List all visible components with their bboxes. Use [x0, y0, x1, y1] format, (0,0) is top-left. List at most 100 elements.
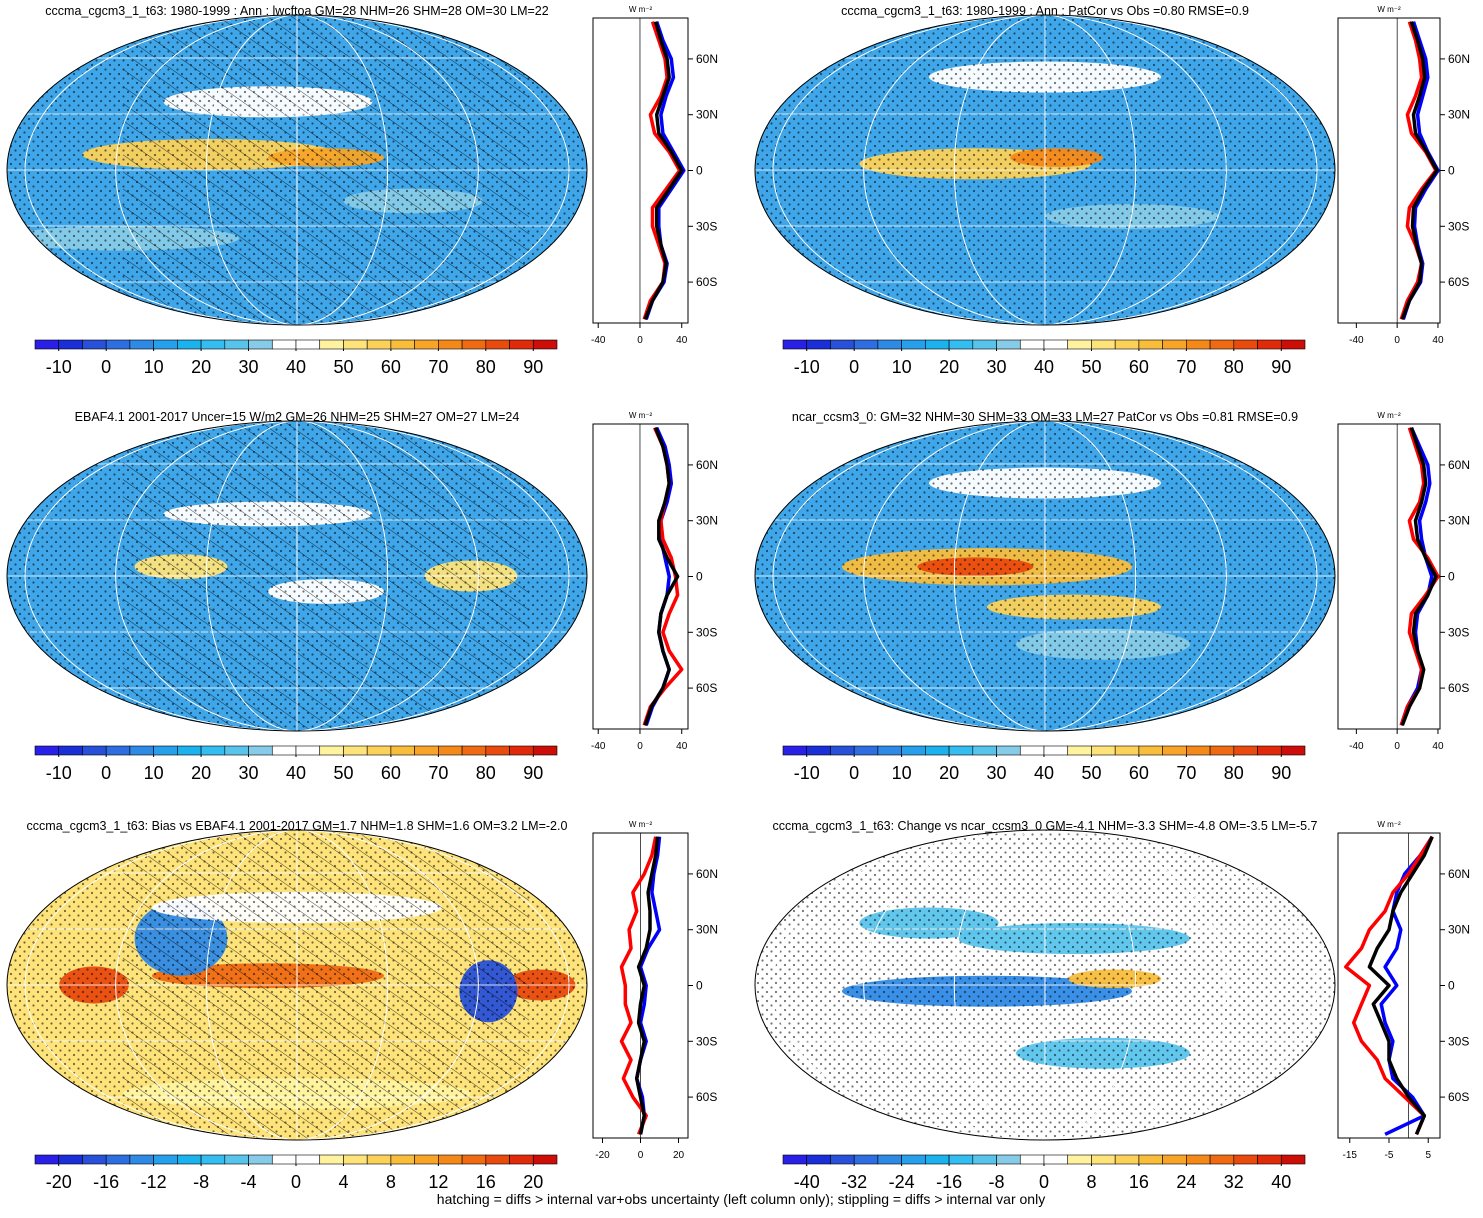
map	[7, 15, 587, 325]
x-tick-label: 0	[637, 741, 643, 752]
colorbar-box	[154, 746, 178, 755]
colorbar-box	[415, 340, 439, 349]
colorbar-box	[391, 340, 415, 349]
colorbar-box	[533, 340, 557, 349]
x-tick-label: 0	[1394, 741, 1400, 752]
colorbar-box	[272, 746, 296, 755]
colorbar-box	[320, 746, 344, 755]
y-tick-label: 60S	[696, 275, 717, 289]
zonal-unit: W m⁻²	[1377, 411, 1401, 420]
colorbar-box	[1186, 340, 1210, 349]
colorbar-label: 10	[144, 763, 164, 783]
colorbar-box	[1281, 746, 1305, 755]
colorbar-box	[415, 1155, 439, 1164]
colorbar-box	[1091, 340, 1115, 349]
panel: EBAF4.1 2001-2017 Uncer=15 W/m2 GM=26 NH…	[7, 410, 718, 783]
colorbar-label: 10	[892, 357, 912, 377]
y-tick-label: 0	[1448, 979, 1455, 993]
y-tick-label: 30N	[696, 108, 718, 122]
colorbar-label: -8	[193, 1172, 209, 1192]
y-tick-label: 0	[696, 570, 703, 584]
colorbar-box	[154, 340, 178, 349]
colorbar-box	[1068, 340, 1092, 349]
y-tick-label: 0	[696, 164, 703, 178]
zonal-unit: W m⁻²	[629, 820, 653, 829]
colorbar-label: 70	[428, 763, 448, 783]
colorbar-box	[225, 1155, 249, 1164]
x-tick-label: 40	[1432, 741, 1444, 752]
colorbar-box	[1115, 340, 1139, 349]
colorbar-box	[343, 746, 367, 755]
colorbar-box	[320, 340, 344, 349]
colorbar-box	[1163, 1155, 1187, 1164]
colorbar-label: 8	[1086, 1172, 1096, 1192]
y-tick-label: 60S	[1448, 275, 1469, 289]
colorbar-label: 40	[1034, 763, 1054, 783]
colorbar-box	[854, 1155, 878, 1164]
colorbar-label: 0	[101, 357, 111, 377]
colorbar-box	[1186, 1155, 1210, 1164]
y-tick-label: 30S	[1448, 219, 1469, 233]
map	[755, 830, 1335, 1140]
y-tick-label: 30S	[696, 625, 717, 639]
y-tick-label: 60N	[1448, 867, 1470, 881]
y-tick-label: 60N	[696, 52, 718, 66]
y-tick-label: 30S	[1448, 1034, 1469, 1048]
colorbar-box	[296, 340, 320, 349]
colorbar-box	[510, 1155, 534, 1164]
y-tick-label: 30N	[1448, 923, 1470, 937]
colorbar-box	[177, 746, 201, 755]
y-tick-label: 30N	[696, 923, 718, 937]
map	[755, 421, 1335, 731]
colorbar-box	[367, 1155, 391, 1164]
colorbar-box	[997, 340, 1021, 349]
colorbar-box	[830, 340, 854, 349]
colorbar-box	[35, 340, 59, 349]
colorbar-label: -10	[46, 357, 72, 377]
colorbar-box	[902, 746, 926, 755]
zonal-line	[644, 22, 679, 320]
colorbar-label: 50	[1081, 763, 1101, 783]
colorbar-label: 0	[101, 763, 111, 783]
y-tick-label: 60N	[696, 458, 718, 472]
panel: cccma_cgcm3_1_t63: Change vs ncar_ccsm3_…	[755, 819, 1470, 1192]
colorbar-box	[59, 1155, 83, 1164]
colorbar-label: 70	[1176, 763, 1196, 783]
colorbar-label: 30	[987, 357, 1007, 377]
colorbar-box	[533, 746, 557, 755]
colorbar-box	[249, 1155, 273, 1164]
colorbar-box	[438, 746, 462, 755]
colorbar-box	[1258, 1155, 1282, 1164]
colorbar-label: 40	[286, 357, 306, 377]
zonal-unit: W m⁻²	[629, 411, 653, 420]
x-tick-label: 0	[1394, 335, 1400, 346]
colorbar-label: 80	[476, 763, 496, 783]
colorbar-box	[438, 340, 462, 349]
colorbar-label: 20	[191, 357, 211, 377]
y-tick-label: 30S	[696, 1034, 717, 1048]
colorbar-label: 30	[239, 763, 259, 783]
colorbar-box	[1258, 340, 1282, 349]
colorbar-box	[320, 1155, 344, 1164]
colorbar-box	[1068, 746, 1092, 755]
colorbar-label: -8	[989, 1172, 1005, 1192]
colorbar-box	[415, 746, 439, 755]
colorbar-label: 50	[333, 357, 353, 377]
colorbar-box	[391, 1155, 415, 1164]
x-tick-label: -40	[591, 741, 606, 752]
y-tick-label: 30N	[1448, 514, 1470, 528]
colorbar-box	[343, 340, 367, 349]
zonal-line	[1401, 22, 1436, 320]
colorbar-box	[1163, 746, 1187, 755]
colorbar-box	[438, 1155, 462, 1164]
colorbar-box	[878, 746, 902, 755]
colorbar-box	[296, 746, 320, 755]
zonal-unit: W m⁻²	[1377, 5, 1401, 14]
colorbar-box	[462, 340, 486, 349]
colorbar-box	[106, 746, 130, 755]
colorbar-box	[973, 746, 997, 755]
colorbar-label: 0	[1039, 1172, 1049, 1192]
colorbar-box	[1044, 1155, 1068, 1164]
colorbar-label: 60	[1129, 357, 1149, 377]
